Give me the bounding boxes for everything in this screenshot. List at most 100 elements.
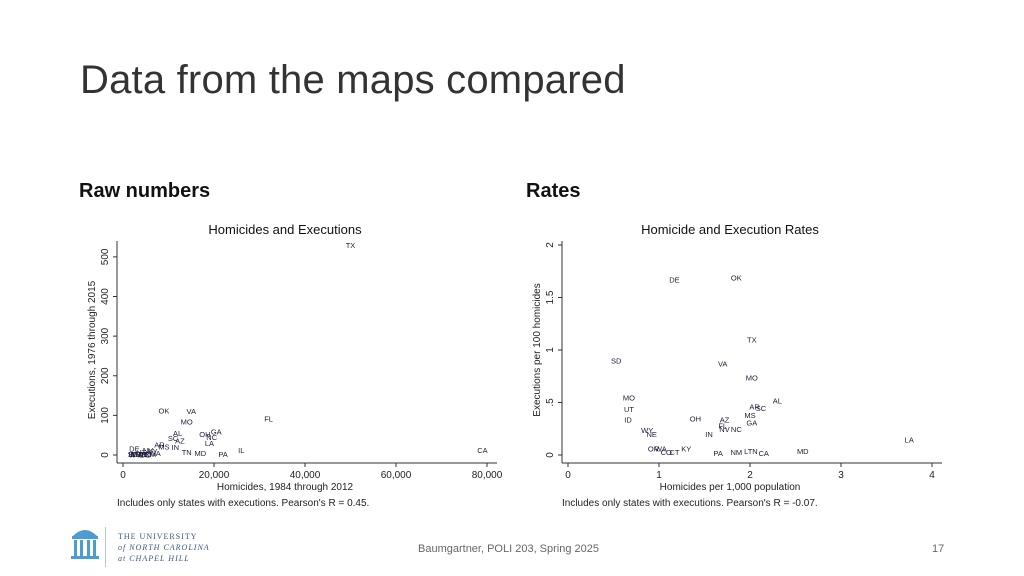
wordmark-line-3: at CHAPEL HILL	[118, 554, 190, 563]
chart0-x-tick-label: 60,000	[381, 470, 412, 481]
point-ca: CA	[758, 449, 768, 458]
chart1-x-tick-label: 2	[747, 470, 753, 481]
point-wy: WY	[641, 426, 653, 435]
chart1-y-tick-label: .5	[545, 398, 556, 407]
chart1-x-tick-label: 1	[656, 470, 662, 481]
point-nm: NM	[731, 448, 743, 457]
chart0-title: Homicides and Executions	[208, 222, 362, 237]
wordmark-line-2: of NORTH CAROLINA	[118, 543, 210, 552]
point-va: VA	[187, 407, 196, 416]
footer-credit: Baumgartner, POLI 203, Spring 2025	[418, 543, 600, 555]
point-md: MD	[797, 447, 809, 456]
point-fl: FL	[264, 415, 273, 424]
point-wa: WA	[149, 449, 161, 458]
point-or: OR	[648, 445, 660, 454]
chart1-x-tick-label: 4	[929, 470, 935, 481]
point-fl: FL	[718, 422, 727, 431]
point-id: ID	[624, 415, 632, 424]
point-ms: MS	[158, 443, 169, 452]
point-la: LA	[205, 439, 214, 448]
chart0-y-tick-label: 0	[100, 452, 111, 458]
point-ltn: LTN	[744, 447, 758, 456]
chart0-x-tick-label: 80,000	[472, 470, 503, 481]
chart0-x-label: Homicides, 1984 through 2012	[217, 482, 354, 493]
chart0-y-tick-label: 400	[100, 288, 111, 305]
point-ky: KY	[148, 447, 158, 456]
point-tx: TX	[747, 336, 757, 345]
chart1-title: Homicide and Execution Rates	[641, 222, 819, 237]
chart1-y-tick-label: 2	[545, 242, 556, 248]
point-nc: NC	[731, 425, 742, 434]
point-sd: SD	[128, 450, 139, 459]
chart1-x-label: Homicides per 1,000 population	[660, 482, 801, 493]
chart0-x-tick-label: 0	[120, 470, 126, 481]
point-oh: OH	[690, 414, 701, 423]
chart0-x-tick-label: 40,000	[290, 470, 321, 481]
point-tn: TN	[182, 448, 192, 457]
point-ca: CA	[477, 446, 487, 455]
point-sc: SC	[756, 404, 767, 413]
point-de: DE	[129, 445, 139, 454]
point-pa: PA	[218, 450, 227, 459]
point-in: IN	[172, 443, 180, 452]
point-il: IL	[238, 446, 244, 455]
point-ne: NE	[647, 430, 657, 439]
chart0-y-tick-label: 300	[100, 327, 111, 344]
point-ok: OK	[159, 407, 170, 416]
point-va: VA	[718, 360, 727, 369]
point-mo: MO	[623, 393, 635, 402]
point-ne: NE	[138, 450, 148, 459]
slide-title: Data from the maps compared	[80, 58, 626, 102]
point-nv: NV	[143, 446, 153, 455]
homicides-executions-chart: Homicides and Executions 0 20,000 40,000 60,…	[87, 222, 503, 509]
point-ct: CT	[138, 451, 148, 460]
chart0-note: Includes only states with executions. Pe…	[117, 498, 369, 509]
chart0-y-tick-label: 500	[100, 248, 111, 265]
point-ok: OK	[731, 274, 742, 283]
point-tx: TX	[346, 241, 356, 250]
homicide-execution-rates-chart: Homicide and Execution Rates 0 1 2 3 4 0 .5 1 1.5…	[532, 222, 942, 509]
chart1-x-tick-label: 3	[838, 470, 844, 481]
point-oh: OH	[199, 430, 210, 439]
chart0-x-tick-label: 20,000	[199, 470, 230, 481]
chart1-y-tick-label: 0	[545, 452, 556, 458]
point-sd: SD	[611, 357, 622, 366]
chart1-y-tick-label: 1	[545, 347, 556, 353]
point-nm: NM	[144, 450, 156, 459]
point-ar: AR	[749, 403, 760, 412]
point-ky: KY	[681, 445, 691, 454]
chart1-y-label: Executions per 100 homicides	[532, 283, 543, 416]
point-pa: PA	[713, 449, 722, 458]
point-co: CO	[661, 448, 672, 457]
chart1-y-tick-label: 1.5	[545, 290, 556, 304]
point-la: LA	[905, 435, 914, 444]
chart0-y-tick-label: 100	[100, 407, 111, 424]
point-ar: AR	[154, 440, 165, 449]
point-al: AL	[773, 396, 782, 405]
point-ut: UT	[136, 448, 146, 457]
point-ct: CT	[669, 448, 679, 457]
point-ms: MS	[744, 411, 755, 420]
point-ga: GA	[211, 428, 222, 437]
point-wy: WY	[129, 451, 141, 460]
chart0-y-tick-label: 200	[100, 367, 111, 384]
point-in: IN	[705, 430, 713, 439]
point-de: DE	[669, 276, 679, 285]
point-ut: UT	[624, 405, 634, 414]
point-sc: SC	[168, 434, 179, 443]
point-nv: NV	[719, 425, 729, 434]
university-wordmark: THE UNIVERSITY of NORTH CAROLINA at CHAP…	[118, 531, 210, 564]
rates-label: Rates	[526, 180, 581, 202]
chart1-note: Includes only states with executions. Pe…	[562, 498, 818, 509]
point-co: CO	[140, 451, 151, 460]
point-mo: MO	[181, 417, 193, 426]
point-or: OR	[136, 450, 148, 459]
wordmark-line-1: THE UNIVERSITY	[118, 532, 198, 541]
old-well-logo-icon	[71, 530, 99, 559]
point-id: ID	[128, 450, 136, 459]
point-wa: WA	[655, 445, 667, 454]
point-az: AZ	[175, 436, 185, 445]
point-mt: MT	[131, 450, 142, 459]
chart0-y-label: Executions, 1976 through 2015	[87, 280, 98, 419]
point-md: MD	[195, 449, 207, 458]
